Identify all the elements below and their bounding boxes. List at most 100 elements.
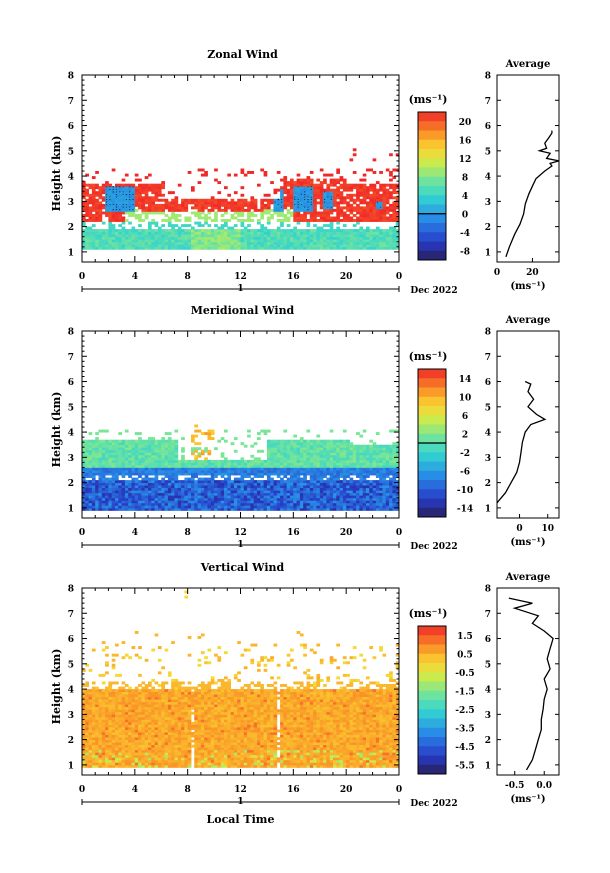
heatmap-cell [108, 505, 113, 509]
heatmap-cell [349, 239, 354, 243]
heatmap-cell [171, 211, 175, 215]
heatmap-cell [207, 236, 212, 240]
heatmap-cell [286, 449, 291, 453]
heatmap-cell [115, 244, 119, 248]
heatmap-cell [191, 472, 195, 476]
heatmap-cell [88, 475, 93, 478]
heatmap-cell [200, 462, 205, 466]
date-label: Dec 2022 [410, 542, 457, 552]
heatmap-cell [266, 507, 271, 511]
heatmap-cell [111, 231, 116, 235]
heatmap-cell [85, 490, 89, 494]
heatmap-cell [356, 216, 360, 220]
heatmap-cell [309, 470, 314, 473]
heatmap-cell [197, 452, 202, 456]
heatmap-cell [237, 487, 241, 491]
heatmap-cell [111, 198, 116, 202]
heatmap-cell [303, 444, 307, 448]
heatmap-cell [309, 201, 314, 205]
heatmap-cell [349, 485, 354, 489]
heatmap-cell [299, 497, 304, 501]
heatmap-cell [342, 236, 347, 240]
heatmap-cell [184, 224, 189, 228]
heatmap-cell [319, 203, 324, 207]
heatmap-cell [270, 201, 274, 205]
heatmap-cell [121, 475, 126, 478]
colorbar-swatch [418, 396, 446, 407]
heatmap-cell [382, 196, 387, 200]
heatmap-cell [273, 241, 278, 245]
heatmap-cell [108, 495, 113, 499]
heatmap-cell [329, 470, 334, 473]
heatmap-cell [313, 495, 317, 499]
heatmap-cell [349, 492, 354, 496]
colorbar-tick-label: 10 [459, 393, 472, 403]
heatmap-cell [385, 234, 390, 238]
heatmap-cell [161, 231, 165, 235]
heatmap-cell [276, 231, 281, 235]
heatmap-cell [395, 444, 400, 448]
heatmap-cell [346, 239, 350, 243]
heatmap-cell [88, 239, 93, 243]
heatmap-cell [313, 196, 317, 200]
heatmap-cell [118, 193, 122, 197]
heatmap-cell [362, 462, 367, 466]
heatmap-cell [389, 444, 393, 448]
heatmap-cell [309, 191, 314, 195]
heatmap-cell [161, 447, 165, 451]
heatmap-cell [197, 211, 202, 215]
heatmap-cell [372, 201, 377, 205]
heatmap-cell [95, 214, 99, 217]
heatmap-cell [389, 236, 393, 240]
heatmap-cell [220, 437, 225, 441]
heatmap-cell [194, 198, 198, 202]
heatmap-cell [375, 196, 380, 200]
colorbar-swatch [418, 213, 446, 224]
heatmap-cell [349, 452, 354, 456]
heatmap-cell [293, 490, 297, 494]
heatmap-cell [157, 457, 162, 461]
heatmap-cell [230, 495, 235, 499]
heatmap-cell [240, 208, 245, 212]
heatmap-cell [111, 193, 116, 197]
heatmap-cell [108, 191, 113, 195]
heatmap-cell [217, 507, 222, 511]
heatmap-cell [333, 181, 337, 185]
heatmap-cell [316, 505, 321, 509]
heatmap-cell [339, 492, 344, 496]
heatmap-cell [362, 229, 367, 233]
heatmap-cell [85, 459, 89, 463]
heatmap-cell [247, 487, 251, 491]
heatmap-cell [293, 241, 297, 245]
heatmap-cell [323, 239, 327, 243]
heatmap-cell [366, 216, 370, 220]
heatmap-cell [260, 224, 264, 228]
heatmap-cell [266, 467, 271, 471]
heatmap-cell [161, 206, 165, 210]
heatmap-cell [105, 505, 109, 509]
heatmap-cell [124, 444, 129, 448]
heatmap-cell [306, 201, 311, 205]
heatmap-cell [243, 198, 248, 202]
heatmap-cell [326, 191, 331, 195]
heatmap-cell [118, 482, 122, 486]
heatmap-cell [207, 231, 212, 235]
heatmap-cell [395, 244, 400, 248]
heatmap-cell [230, 487, 235, 491]
heatmap-cell [319, 477, 324, 481]
heatmap-cell [101, 495, 106, 499]
heatmap-cell [362, 241, 367, 245]
heatmap-cell [157, 188, 162, 192]
heatmap-cell [161, 186, 165, 190]
heatmap-cell [98, 462, 103, 466]
heatmap-cell [105, 186, 109, 190]
heatmap-cell [339, 457, 344, 461]
heatmap-cell [174, 224, 179, 228]
heatmap-cell [118, 490, 122, 494]
heatmap-cell [154, 470, 159, 473]
heatmap-cell [369, 492, 373, 496]
heatmap-cell [290, 487, 294, 491]
heatmap-cell [336, 168, 340, 172]
heatmap-cell [187, 482, 192, 486]
profile-x-tick-label: 0 [494, 268, 500, 278]
